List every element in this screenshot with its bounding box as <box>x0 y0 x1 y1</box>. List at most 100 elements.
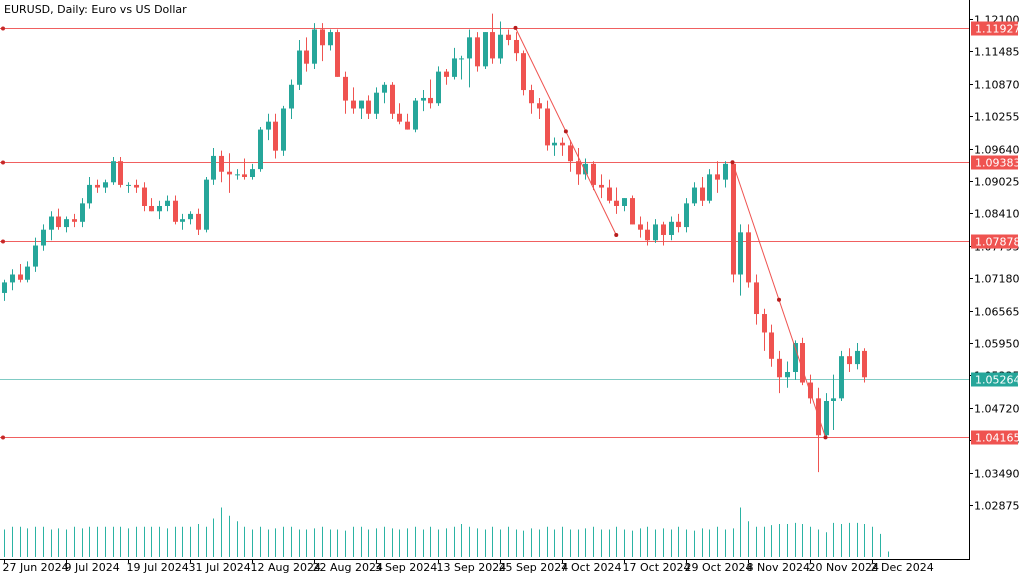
candle-bull <box>204 179 209 230</box>
candle-bear <box>808 382 813 399</box>
candle-bear <box>56 216 61 228</box>
candle-bear <box>18 274 23 280</box>
candle-bear <box>700 187 705 201</box>
candle-bear <box>529 90 534 104</box>
candle-bear <box>862 350 867 378</box>
candle-bull <box>289 84 294 109</box>
trend-anchor-dot <box>614 232 619 237</box>
level-price-label-bg <box>971 430 1018 445</box>
level-price-label: 1.07878 <box>975 236 1021 249</box>
candle-bear <box>599 184 604 188</box>
candle-bear <box>537 103 542 109</box>
candle-bull <box>785 371 790 378</box>
candle-bull <box>692 187 697 204</box>
candle-bull <box>25 266 30 280</box>
candle-bull <box>49 216 54 230</box>
date-tick-label: 2 Dec 2024 <box>871 561 934 574</box>
candles <box>2 13 867 473</box>
trend-anchor-dot <box>563 129 568 134</box>
price-tick-label: 1.11485 <box>974 46 1020 59</box>
candle-bull <box>824 400 829 436</box>
candle-bear <box>614 200 619 206</box>
candle-bull <box>87 184 92 204</box>
candle-bear <box>591 163 596 185</box>
price-tick-label: 1.08410 <box>974 208 1020 221</box>
candle-bear <box>428 97 433 104</box>
date-tick-label: 3 Sep 2024 <box>375 561 438 574</box>
date-tick-label: 17 Oct 2024 <box>623 561 691 574</box>
candle-bull <box>421 97 426 101</box>
level-price-label: 1.11927 <box>975 23 1021 36</box>
candle-bear <box>366 100 371 114</box>
candle-bull <box>738 232 743 275</box>
date-tick-label: 27 Jun 2024 <box>3 561 69 574</box>
candle-bull <box>669 221 674 235</box>
price-scale: 1.121001.114851.108701.102551.096401.090… <box>969 14 1020 513</box>
price-tick-label: 1.04720 <box>974 403 1020 416</box>
chart-title: EURUSD, Daily: Euro vs US Dollar <box>4 3 187 16</box>
candle-bull <box>552 142 557 146</box>
candle-bull <box>312 29 317 64</box>
candle-bull <box>583 163 588 175</box>
candle-bull <box>498 34 503 59</box>
level-anchor-dot <box>1 160 5 165</box>
candle-bull <box>180 219 185 222</box>
candle-bull <box>855 350 860 365</box>
date-tick-label: 9 Jul 2024 <box>65 561 120 574</box>
candle-bull <box>723 163 728 180</box>
level-price-label: 1.09383 <box>975 157 1021 170</box>
candle-bear <box>134 184 139 188</box>
price-tick-label: 1.06565 <box>974 306 1020 319</box>
candle-bull <box>41 229 46 246</box>
price-tick-label: 1.10870 <box>974 79 1020 92</box>
candle-bull <box>250 169 255 178</box>
candle-bull <box>157 205 162 212</box>
candle-bull <box>684 203 689 228</box>
price-tick-label: 1.09640 <box>974 144 1020 157</box>
date-tick-label: 20 Nov 2024 <box>809 561 879 574</box>
level-price-label-bg <box>971 155 1018 170</box>
candle-bull <box>126 184 131 186</box>
candle-bear <box>514 39 519 54</box>
candle-bull <box>297 50 302 85</box>
candle-bear <box>568 145 573 162</box>
candle-bear <box>521 53 526 91</box>
candle-bear <box>273 121 278 151</box>
candle-bull <box>653 224 658 241</box>
trend-lines <box>513 25 828 440</box>
date-tick-label: 22 Aug 2024 <box>313 561 383 574</box>
price-tick-label: 1.09025 <box>974 176 1020 189</box>
candle-bear <box>607 187 612 201</box>
candle-bear <box>661 224 666 235</box>
candle-bull <box>359 100 364 109</box>
price-labels: 1.11927 1.09383 1.07878 1.04165 1.05264 <box>971 21 1021 445</box>
candle-bear <box>149 205 154 212</box>
candle-bear <box>72 219 77 222</box>
candle-bull <box>258 129 263 170</box>
candle-bear <box>731 163 736 275</box>
price-tick-label: 1.03490 <box>974 468 1020 481</box>
candle-bull <box>281 108 286 151</box>
candle-bear <box>335 32 340 77</box>
candle-bull <box>235 174 240 176</box>
price-tick-label: 1.02875 <box>974 500 1020 513</box>
candle-bear <box>242 174 247 178</box>
trend-anchor-dot <box>730 160 735 165</box>
candle-bull <box>467 37 472 59</box>
candle-bull <box>80 203 85 222</box>
candle-bull <box>103 182 108 188</box>
candle-bull <box>165 200 170 206</box>
date-tick-label: 8 Nov 2024 <box>747 561 810 574</box>
candle-bear <box>847 356 852 365</box>
candle-bear <box>645 229 650 241</box>
candle-bear <box>196 213 201 230</box>
candle-bear <box>715 174 720 180</box>
candle-bear <box>343 76 348 101</box>
candle-bull <box>111 161 116 183</box>
candle-bull <box>436 71 441 104</box>
candle-bear <box>320 29 325 46</box>
candle-bear <box>506 34 511 40</box>
price-tick-label: 1.10255 <box>974 111 1020 124</box>
